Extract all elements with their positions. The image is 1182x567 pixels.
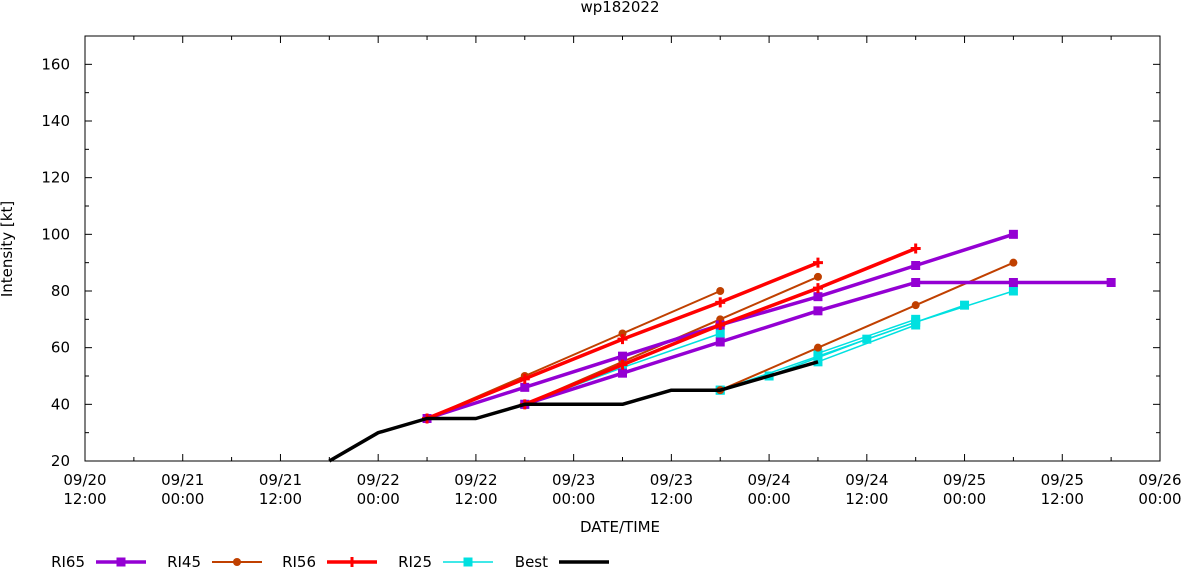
y-tick-label: 140	[41, 112, 70, 130]
x-tick-label: 09/25	[943, 471, 986, 489]
x-tick-label: 09/25	[1041, 471, 1084, 489]
legend-label: RI45	[167, 553, 201, 567]
x-tick-label: 00:00	[747, 490, 790, 508]
data-point	[813, 306, 823, 316]
x-tick-label: 12:00	[650, 490, 693, 508]
x-tick-label: 12:00	[454, 490, 497, 508]
x-tick-label: 09/20	[63, 471, 106, 489]
data-point	[813, 343, 822, 352]
data-point	[813, 292, 823, 302]
data-point	[911, 320, 921, 330]
x-tick-label: 09/24	[747, 471, 790, 489]
data-point	[618, 368, 627, 378]
x-tick-label: 00:00	[357, 490, 400, 508]
x-tick-label: 09/22	[357, 471, 400, 489]
data-point	[911, 301, 920, 310]
x-tick-label: 09/22	[454, 471, 497, 489]
x-tick-label: 09/23	[552, 471, 595, 489]
y-tick-label: 120	[41, 169, 70, 187]
data-point	[910, 243, 921, 254]
data-point	[715, 297, 726, 308]
y-tick-label: 60	[51, 339, 70, 357]
legend: RI65 RI45 RI56 RI25 Best	[51, 553, 609, 567]
legend-swatch-marker	[347, 557, 357, 567]
data-point	[862, 334, 872, 344]
data-point	[519, 373, 530, 384]
x-tick-label: 12:00	[1041, 490, 1084, 508]
data-point	[911, 278, 921, 287]
x-tick-label: 09/21	[259, 471, 302, 489]
x-tick-label: 00:00	[1138, 490, 1181, 508]
series-ri25	[422, 243, 921, 424]
data-point	[617, 359, 628, 370]
data-point	[1009, 258, 1018, 267]
y-tick-label: 40	[51, 395, 70, 413]
x-tick-label: 12:00	[845, 490, 888, 508]
legend-label: RI65	[51, 553, 85, 567]
legend-swatch-marker	[463, 557, 473, 567]
x-tick-label: 00:00	[552, 490, 595, 508]
legend-swatch-marker	[116, 557, 126, 567]
series-best	[328, 360, 819, 463]
x-tick-label: 00:00	[161, 490, 204, 508]
legend-label: Best	[515, 553, 548, 567]
legend-label: RI56	[282, 553, 316, 567]
x-tick-label: 09/26	[1138, 471, 1181, 489]
y-tick-label: 80	[51, 282, 70, 300]
data-point	[618, 329, 627, 338]
data-point	[960, 300, 970, 310]
plot-frame	[84, 35, 1161, 462]
legend-label: RI25	[398, 553, 432, 567]
x-tick-label: 09/21	[161, 471, 204, 489]
data-point	[1008, 286, 1018, 296]
y-tick-label: 160	[41, 55, 70, 73]
data-point	[520, 382, 530, 392]
series-line	[817, 318, 916, 355]
x-tick-label: 09/24	[845, 471, 888, 489]
data-point	[1106, 278, 1116, 287]
data-point	[715, 337, 725, 347]
data-point	[1008, 278, 1018, 287]
data-point	[813, 272, 822, 281]
x-tick-label: 12:00	[63, 490, 106, 508]
chart-title: wp182022	[580, 0, 659, 16]
legend-swatch-marker	[233, 558, 241, 566]
x-tick-label: 09/23	[650, 471, 693, 489]
data-point	[715, 329, 725, 338]
data-point	[911, 314, 921, 324]
data-point	[813, 348, 823, 358]
data-point	[716, 287, 725, 295]
x-tick-label: 00:00	[943, 490, 986, 508]
series-line	[328, 360, 819, 463]
y-tick-label: 20	[51, 452, 70, 470]
x-tick-label: 12:00	[259, 490, 302, 508]
data-point	[1008, 229, 1018, 239]
y-tick-label: 100	[41, 225, 70, 243]
x-axis-label: DATE/TIME	[580, 518, 660, 536]
data-point	[911, 261, 921, 270]
y-axis-label: Intensity [kt]	[0, 201, 16, 297]
data-point	[617, 334, 628, 345]
plot-area: 2040608010012014016009/2012:0009/2100:00…	[41, 35, 1182, 508]
data-point	[812, 257, 823, 268]
series-layer	[328, 229, 1116, 463]
data-point	[715, 320, 726, 330]
data-point	[812, 283, 823, 294]
data-point	[618, 351, 627, 361]
